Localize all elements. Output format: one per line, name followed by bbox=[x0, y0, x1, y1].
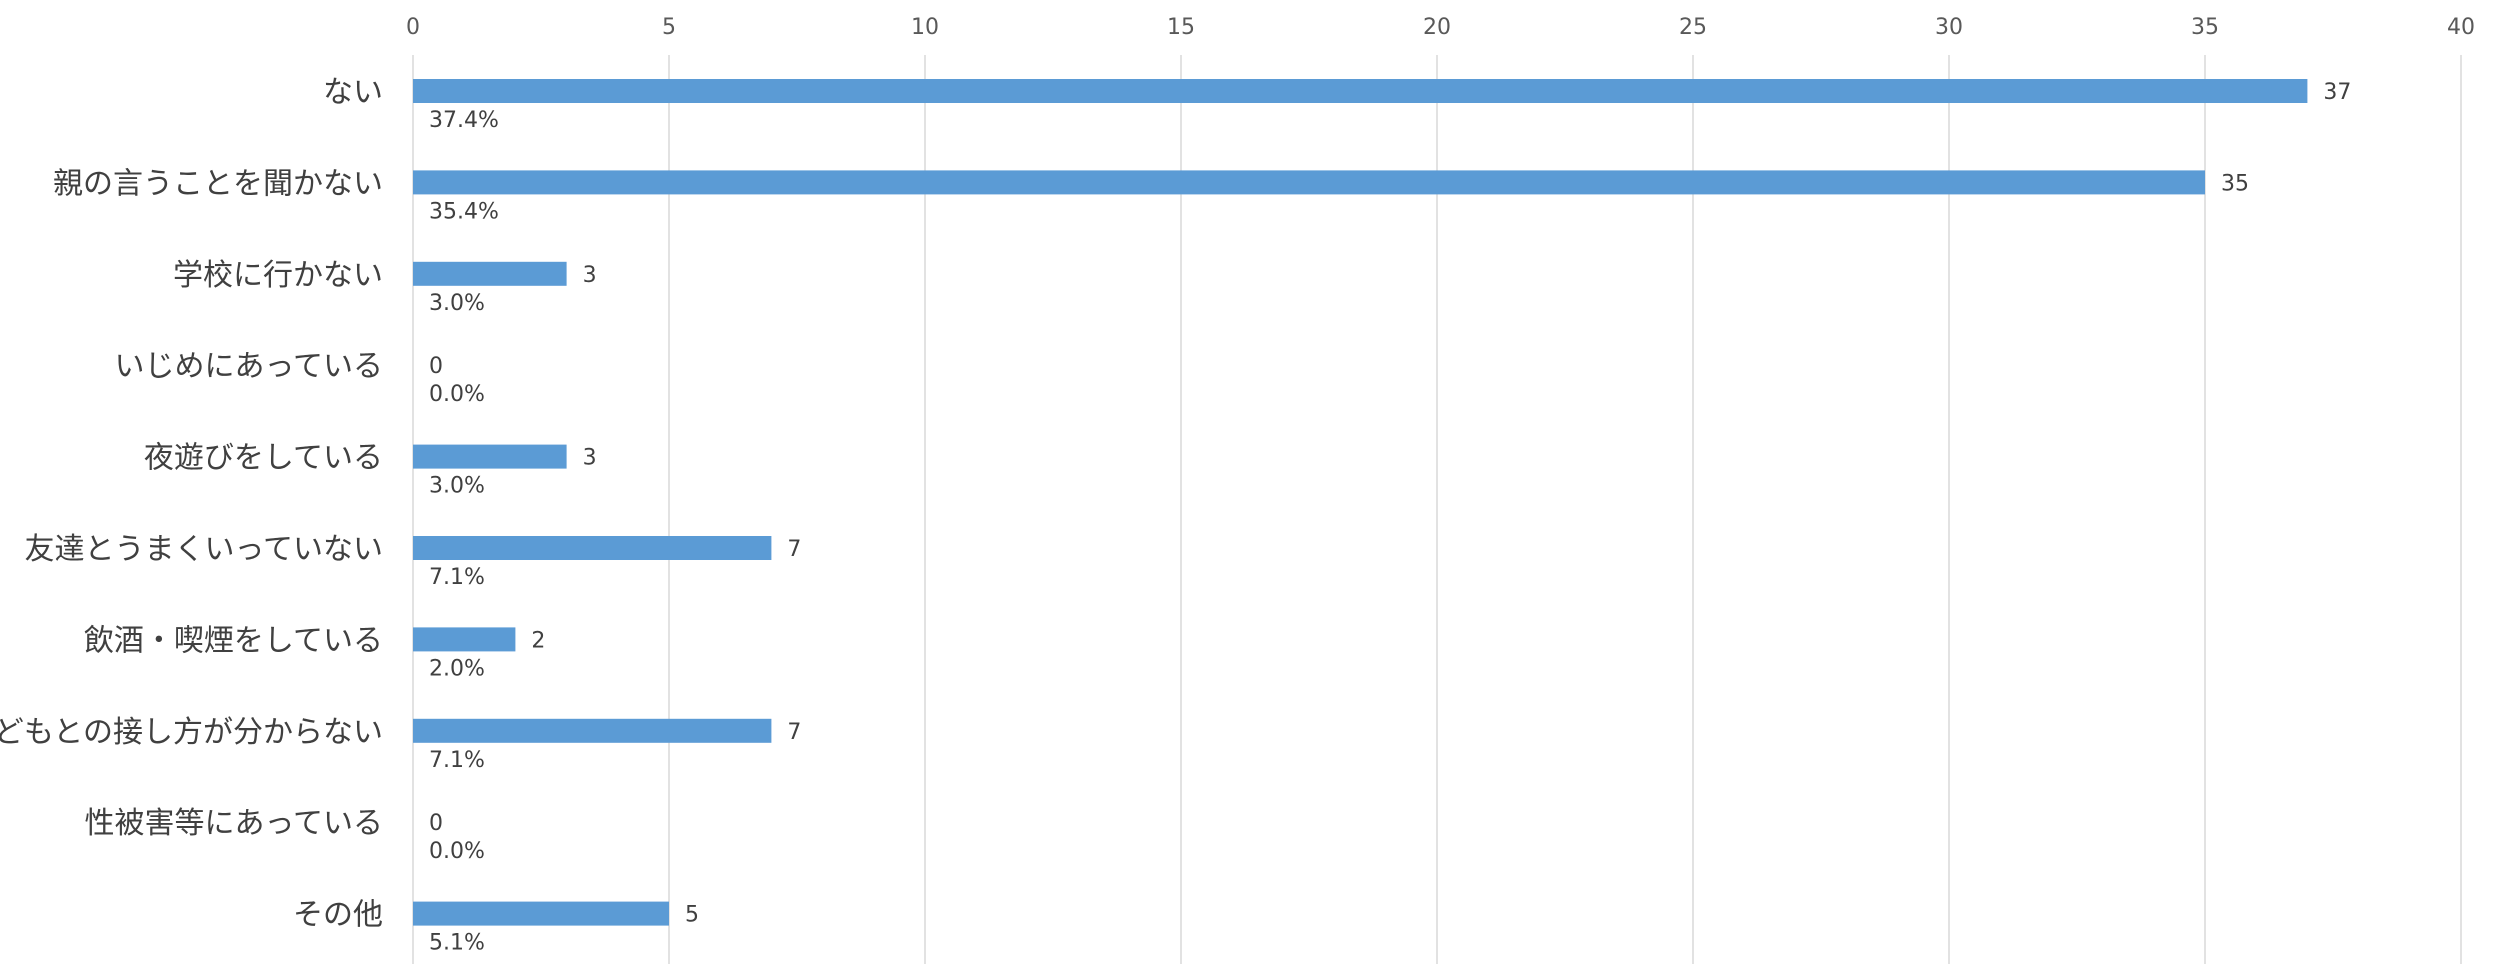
value-label: 0 bbox=[429, 811, 443, 836]
category-label: 夜遊びをしている bbox=[144, 441, 383, 476]
percent-label: 0.0% bbox=[429, 382, 485, 407]
category-label: 飲酒・喫煙をしている bbox=[84, 623, 383, 658]
x-tick-label: 10 bbox=[911, 15, 939, 40]
category-label: その他 bbox=[293, 898, 383, 933]
x-tick-label: 0 bbox=[406, 15, 420, 40]
value-label: 3 bbox=[583, 446, 597, 471]
percent-label: 2.0% bbox=[429, 656, 485, 681]
percent-label: 3.0% bbox=[429, 291, 485, 316]
category-label: 子どもとの接し方が分からない bbox=[0, 715, 383, 750]
x-tick-label: 15 bbox=[1167, 15, 1195, 40]
percent-label: 7.1% bbox=[429, 748, 485, 773]
category-labels: ない親の言うことを聞かない学校に行かないいじめにあっている夜遊びをしている友達と… bbox=[0, 75, 383, 933]
bar bbox=[413, 261, 567, 286]
bar bbox=[413, 627, 516, 652]
bar bbox=[413, 901, 669, 926]
data-labels: 37 37.4% 35 35.4% 3 3.0% 0 0.0% 3 3.0% 7 7.1% 2 2.0% 7… bbox=[429, 80, 2351, 956]
x-tick-label: 30 bbox=[1935, 15, 1963, 40]
x-tick-label: 35 bbox=[2191, 15, 2219, 40]
category-label: ない bbox=[323, 75, 383, 110]
value-label: 7 bbox=[787, 537, 801, 562]
percent-label: 5.1% bbox=[429, 931, 485, 956]
category-label: いじめにあっている bbox=[115, 349, 384, 384]
x-axis-ticks: 0 5 10 15 20 25 30 35 40 bbox=[406, 15, 2475, 40]
value-label: 0 bbox=[429, 354, 443, 379]
bar bbox=[413, 444, 567, 469]
value-label: 3 bbox=[583, 263, 597, 288]
x-tick-label: 25 bbox=[1679, 15, 1707, 40]
x-tick-label: 5 bbox=[662, 15, 676, 40]
value-label: 7 bbox=[787, 720, 801, 745]
percent-label: 35.4% bbox=[429, 199, 499, 224]
percent-label: 7.1% bbox=[429, 565, 485, 590]
value-label: 37 bbox=[2323, 80, 2351, 105]
category-label: 学校に行かない bbox=[173, 258, 383, 293]
category-label: 親の言うことを聞かない bbox=[53, 166, 383, 201]
bar bbox=[413, 170, 2205, 195]
gridlines bbox=[412, 55, 2462, 964]
category-label: 友達とうまくいっていない bbox=[25, 532, 384, 567]
bar bbox=[413, 718, 772, 743]
bars bbox=[413, 79, 2308, 926]
bar bbox=[413, 536, 772, 560]
category-label: 性被害等にあっている bbox=[85, 806, 384, 841]
value-label: 5 bbox=[685, 903, 699, 928]
x-tick-label: 20 bbox=[1423, 15, 1451, 40]
value-label: 35 bbox=[2221, 171, 2249, 196]
percent-label: 37.4% bbox=[429, 108, 499, 133]
percent-label: 0.0% bbox=[429, 839, 485, 864]
percent-label: 3.0% bbox=[429, 474, 485, 499]
x-tick-label: 40 bbox=[2447, 15, 2475, 40]
value-label: 2 bbox=[531, 628, 545, 653]
bar bbox=[413, 79, 2308, 103]
